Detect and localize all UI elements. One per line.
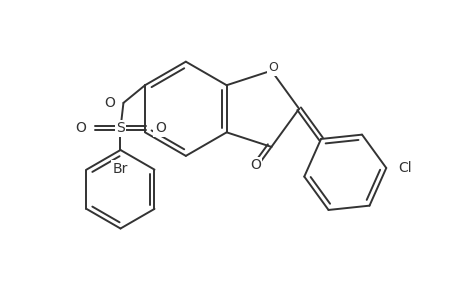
Text: O: O: [155, 122, 165, 135]
Text: S: S: [116, 122, 124, 135]
Text: O: O: [249, 158, 260, 172]
Text: Br: Br: [112, 162, 128, 176]
Text: Cl: Cl: [397, 161, 411, 175]
Text: O: O: [75, 122, 86, 135]
Text: O: O: [268, 61, 277, 74]
Text: O: O: [105, 96, 115, 110]
